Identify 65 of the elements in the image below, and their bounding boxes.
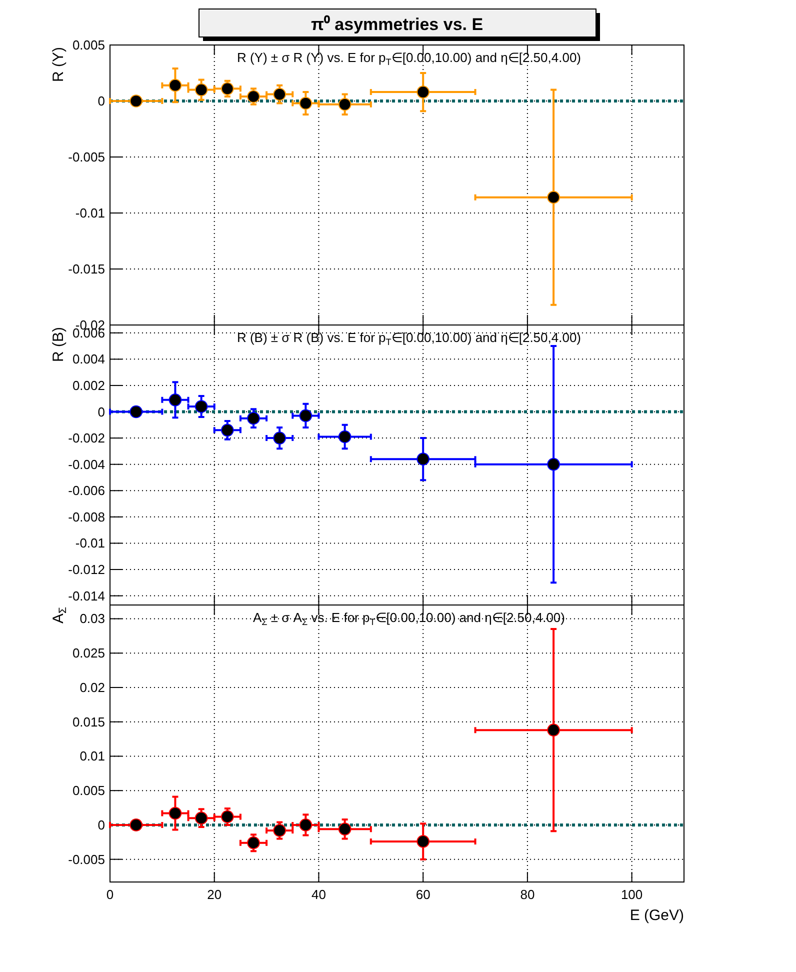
y-tick-label: -0.006 [68, 483, 105, 498]
y-tick-label: 0.01 [80, 748, 105, 764]
y-tick-label: 0.002 [72, 378, 105, 393]
y-tick-label: -0.015 [68, 262, 105, 276]
y-tick-label: -0.01 [75, 536, 105, 551]
point [247, 836, 260, 850]
x-tick-label: 80 [520, 887, 535, 902]
point [247, 412, 260, 425]
y-tick-label: 0.004 [72, 352, 105, 367]
point [194, 812, 208, 824]
x-tick-label: 40 [311, 887, 326, 902]
chart-title: π⁰ asymmetries vs. E [310, 15, 484, 34]
point [338, 430, 352, 444]
point [416, 835, 430, 848]
point [338, 822, 352, 836]
y-tick-label: 0.02 [80, 680, 105, 695]
point [416, 452, 430, 466]
y-tick-label: -0.004 [68, 456, 105, 472]
x-tick-label: 100 [620, 887, 643, 902]
point [273, 432, 286, 444]
point [547, 724, 560, 736]
point [547, 458, 560, 471]
y-tick-label: -0.014 [68, 588, 105, 604]
point [220, 424, 234, 437]
point [168, 78, 182, 92]
y-tick-label: -0.012 [68, 562, 105, 578]
point [416, 86, 430, 98]
y-tick-label: -0.008 [68, 509, 105, 524]
point [299, 409, 312, 422]
point [220, 810, 234, 824]
point [194, 400, 208, 413]
y-tick-label: -0.005 [68, 852, 105, 867]
y-tick-label: 0 [98, 817, 105, 832]
point [299, 96, 312, 110]
point [247, 90, 260, 103]
point [273, 88, 286, 101]
point [168, 394, 182, 406]
y-tick-label: 0.005 [72, 38, 105, 52]
x-axis-title: E (GeV) [630, 907, 684, 924]
y-tick-label: -0.01 [75, 206, 105, 220]
point [168, 806, 182, 820]
point [130, 405, 143, 418]
point [547, 190, 560, 204]
point [194, 83, 208, 96]
y-axis-title: R (Y) [50, 47, 67, 82]
y-tick-label: 0.025 [72, 646, 105, 661]
y-tick-label: 0.03 [80, 611, 105, 626]
y-tick-label: 0 [98, 404, 105, 420]
point [130, 94, 143, 108]
x-tick-label: 20 [207, 887, 222, 902]
y-axis-title: R (B) [50, 327, 67, 362]
text: A$_{Σ}$ ± σ A$_{Σ}$ vs. E for p$_{T}$∈[0.00,10.00) and η∈[2.50,4.00) [253, 610, 565, 627]
y-tick-label: -0.005 [68, 150, 105, 164]
x-tick-label: 60 [416, 887, 430, 902]
text: R (Y) ± σ R (Y) vs. E for p$_{T}$∈[0.00,10.00) and η∈[2.50,4.00) [236, 50, 582, 67]
y-tick-label: 0.005 [72, 783, 105, 798]
point [273, 824, 286, 837]
y-tick-label: -0.002 [68, 430, 105, 446]
point [130, 818, 143, 832]
text: R (B) ± σ R (B) vs. E for p$_{T}$∈[0.00,10.00) and η∈[2.50,4.00) [236, 330, 582, 347]
point [338, 98, 352, 111]
y-tick-label: 0.015 [72, 714, 105, 730]
point [299, 818, 312, 832]
y-tick-label: 0 [98, 94, 105, 108]
point [220, 82, 234, 96]
